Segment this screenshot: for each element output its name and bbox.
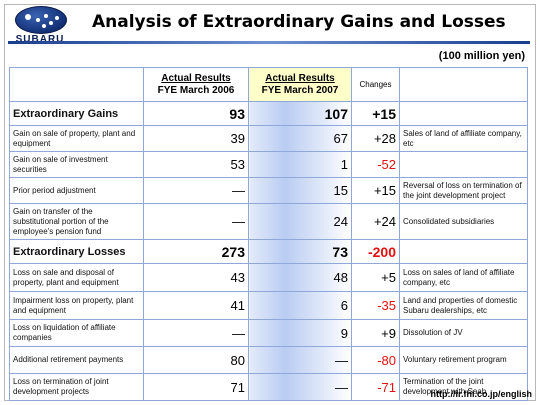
brand-wordmark: SUBARU bbox=[15, 34, 65, 45]
gains-losses-table: Actual Results FYE March 2006 Actual Res… bbox=[9, 67, 528, 401]
table-row: Loss on sale and disposal of property, p… bbox=[9, 263, 528, 292]
units-label: (100 million yen) bbox=[438, 50, 525, 62]
star-icon bbox=[36, 18, 40, 22]
fy2007-period: FYE March 2007 bbox=[261, 84, 339, 96]
value-fy2007: — bbox=[248, 373, 352, 401]
table-row: Loss on liquidation of affiliate compani… bbox=[9, 319, 528, 347]
table-row: Gain on sale of investment securities 53… bbox=[9, 151, 528, 178]
table-row: Gain on transfer of the substitutional p… bbox=[9, 203, 528, 240]
star-icon bbox=[49, 21, 53, 25]
footer-url[interactable]: http://ir.fhi.co.jp/english bbox=[430, 389, 533, 399]
value-change: +5 bbox=[351, 263, 400, 292]
column-header-fy2007: Actual Results FYE March 2007 bbox=[248, 67, 352, 102]
table-header-row: Actual Results FYE March 2006 Actual Res… bbox=[9, 67, 528, 102]
value-change: +28 bbox=[351, 125, 400, 152]
row-label: Impairment loss on property, plant and e… bbox=[9, 291, 144, 320]
star-icon bbox=[55, 16, 59, 20]
table-row-extraordinary-losses: Extraordinary Losses 273 73 -200 bbox=[9, 239, 528, 264]
value-fy2006: 71 bbox=[143, 373, 249, 401]
star-icon bbox=[42, 24, 46, 28]
row-note: Dissolution of JV bbox=[399, 319, 528, 347]
row-note: Sales of land of affiliate company, etc bbox=[399, 125, 528, 152]
table-row: Impairment loss on property, plant and e… bbox=[9, 291, 528, 320]
value-fy2006: 80 bbox=[143, 346, 249, 374]
row-note: Consolidated subsidiaries bbox=[399, 203, 528, 240]
header-label-cell bbox=[9, 67, 144, 102]
value-fy2007: 48 bbox=[248, 263, 352, 292]
value-fy2006: 53 bbox=[143, 151, 249, 178]
star-icon bbox=[25, 14, 31, 20]
row-label: Loss on sale and disposal of property, p… bbox=[9, 263, 144, 292]
row-label: Extraordinary Gains bbox=[9, 101, 144, 126]
row-label: Loss on termination of joint development… bbox=[9, 373, 144, 401]
row-label: Gain on sale of property, plant and equi… bbox=[9, 125, 144, 152]
value-fy2007: 9 bbox=[248, 319, 352, 347]
value-change: -200 bbox=[351, 239, 400, 264]
row-note: Land and properties of domestic Subaru d… bbox=[399, 291, 528, 320]
value-fy2006: 41 bbox=[143, 291, 249, 320]
value-fy2006: 43 bbox=[143, 263, 249, 292]
row-note: Reversal of loss on termination of the j… bbox=[399, 177, 528, 204]
subaru-logo: SUBARU bbox=[9, 6, 71, 46]
title-divider bbox=[8, 41, 530, 44]
row-label: Additional retirement payments bbox=[9, 346, 144, 374]
table-row: Prior period adjustment — 15 +15 Reversa… bbox=[9, 177, 528, 204]
value-fy2007: 6 bbox=[248, 291, 352, 320]
value-fy2007: 1 bbox=[248, 151, 352, 178]
value-fy2006: — bbox=[143, 177, 249, 204]
star-icon bbox=[44, 14, 48, 18]
fy2007-title: Actual Results bbox=[265, 72, 335, 84]
table-row: Gain on sale of property, plant and equi… bbox=[9, 125, 528, 152]
value-fy2007: 15 bbox=[248, 177, 352, 204]
row-note bbox=[399, 151, 528, 178]
fy2006-period: FYE March 2006 bbox=[157, 84, 235, 96]
row-label: Gain on transfer of the substitutional p… bbox=[9, 203, 144, 240]
value-change: -71 bbox=[351, 373, 400, 401]
value-change: +15 bbox=[351, 101, 400, 126]
value-fy2007: — bbox=[248, 346, 352, 374]
value-fy2006: — bbox=[143, 203, 249, 240]
column-header-fy2006: Actual Results FYE March 2006 bbox=[143, 67, 249, 102]
value-change: -80 bbox=[351, 346, 400, 374]
table-row-extraordinary-gains: Extraordinary Gains 93 107 +15 bbox=[9, 101, 528, 126]
value-change: +15 bbox=[351, 177, 400, 204]
row-note: Termination of the joint development wit… bbox=[399, 373, 528, 401]
value-change: +9 bbox=[351, 319, 400, 347]
value-fy2007: 24 bbox=[248, 203, 352, 240]
row-label: Prior period adjustment bbox=[9, 177, 144, 204]
table-row: Loss on termination of joint development… bbox=[9, 373, 528, 401]
value-change: -35 bbox=[351, 291, 400, 320]
row-note: Voluntary retirement program bbox=[399, 346, 528, 374]
row-label: Loss on liquidation of affiliate compani… bbox=[9, 319, 144, 347]
row-note bbox=[399, 239, 528, 264]
value-fy2007: 67 bbox=[248, 125, 352, 152]
table-row: Additional retirement payments 80 — -80 … bbox=[9, 346, 528, 374]
value-change: -52 bbox=[351, 151, 400, 178]
header-note-cell bbox=[399, 67, 528, 102]
fy2006-title: Actual Results bbox=[161, 72, 231, 84]
column-header-changes: Changes bbox=[351, 67, 400, 102]
row-note: Loss on sales of land of affiliate compa… bbox=[399, 263, 528, 292]
row-label: Gain on sale of investment securities bbox=[9, 151, 144, 178]
value-change: +24 bbox=[351, 203, 400, 240]
value-fy2007: 107 bbox=[248, 101, 352, 126]
page-title: Analysis of Extraordinary Gains and Loss… bbox=[92, 12, 506, 32]
value-fy2007: 73 bbox=[248, 239, 352, 264]
value-fy2006: 273 bbox=[143, 239, 249, 264]
pleiades-emblem-icon bbox=[15, 6, 67, 34]
value-fy2006: — bbox=[143, 319, 249, 347]
value-fy2006: 93 bbox=[143, 101, 249, 126]
row-note bbox=[399, 101, 528, 126]
row-label: Extraordinary Losses bbox=[9, 239, 144, 264]
value-fy2006: 39 bbox=[143, 125, 249, 152]
